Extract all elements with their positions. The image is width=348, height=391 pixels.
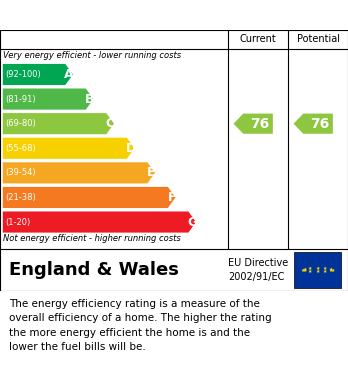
Polygon shape: [3, 187, 175, 208]
Text: (92-100): (92-100): [6, 70, 41, 79]
Text: 76: 76: [250, 117, 270, 131]
Text: E: E: [147, 166, 156, 179]
Text: EU Directive
2002/91/EC: EU Directive 2002/91/EC: [228, 258, 288, 282]
Text: Current: Current: [240, 34, 276, 44]
Text: The energy efficiency rating is a measure of the
overall efficiency of a home. T: The energy efficiency rating is a measur…: [9, 299, 271, 352]
Text: C: C: [105, 117, 115, 130]
Text: (39-54): (39-54): [6, 169, 36, 178]
Polygon shape: [3, 64, 73, 85]
Polygon shape: [3, 88, 94, 109]
Text: Not energy efficient - higher running costs: Not energy efficient - higher running co…: [3, 235, 181, 244]
Polygon shape: [293, 114, 333, 134]
Text: ★: ★: [302, 267, 307, 272]
Text: (81-91): (81-91): [6, 95, 36, 104]
Text: B: B: [85, 93, 94, 106]
Text: ★: ★: [330, 267, 335, 273]
Text: ★: ★: [315, 269, 320, 274]
Text: (69-80): (69-80): [6, 119, 36, 128]
Text: G: G: [187, 215, 197, 228]
Text: ★: ★: [300, 267, 305, 273]
Text: A: A: [64, 68, 74, 81]
Text: ★: ★: [308, 266, 312, 271]
Text: Potential: Potential: [296, 34, 340, 44]
Polygon shape: [3, 212, 196, 233]
Polygon shape: [3, 138, 134, 159]
Text: 76: 76: [310, 117, 330, 131]
Text: (21-38): (21-38): [6, 193, 36, 202]
Text: (55-68): (55-68): [6, 144, 36, 153]
Text: ★: ★: [323, 269, 327, 274]
Text: England & Wales: England & Wales: [9, 261, 179, 279]
Text: Energy Efficiency Rating: Energy Efficiency Rating: [9, 7, 219, 23]
Polygon shape: [3, 113, 114, 134]
Text: ★: ★: [323, 266, 327, 271]
Text: F: F: [167, 191, 176, 204]
Text: Very energy efficient - lower running costs: Very energy efficient - lower running co…: [3, 51, 182, 60]
Bar: [294, 252, 341, 288]
Polygon shape: [234, 114, 273, 134]
Text: ★: ★: [308, 269, 312, 274]
Text: ★: ★: [329, 267, 333, 272]
Polygon shape: [3, 162, 155, 183]
Text: (1-20): (1-20): [6, 217, 31, 226]
Text: D: D: [126, 142, 136, 155]
Text: ★: ★: [329, 268, 333, 273]
Text: ★: ★: [315, 266, 320, 271]
Text: ★: ★: [302, 268, 307, 273]
